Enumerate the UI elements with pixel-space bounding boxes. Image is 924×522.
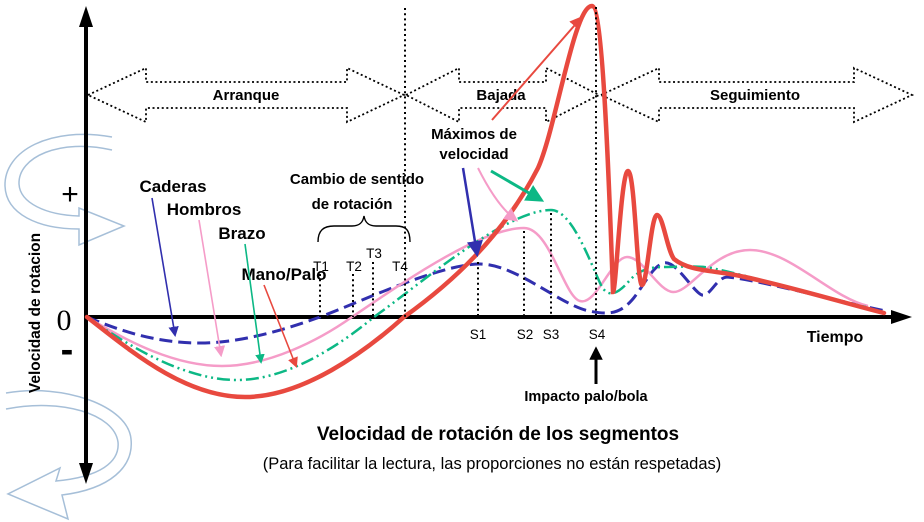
x-axis-arrowhead-icon (891, 310, 912, 324)
maximos-arrow-brazo (490, 169, 545, 202)
chart-subtitle: (Para facilitar la lectura, las proporci… (263, 455, 722, 473)
curve-mano-palo (84, 3, 887, 400)
t2-marker-label: T2 (346, 259, 362, 274)
curve-brazo (86, 208, 867, 382)
annotation-cambio-line2: de rotación (312, 196, 393, 213)
maximos-arrow-caderas (461, 167, 483, 258)
curve-caderas (86, 261, 887, 345)
minus-sign: - (61, 329, 74, 371)
legend-label-brazo: Brazo (218, 224, 265, 243)
phase-arrow-seguimiento (598, 66, 915, 124)
origin-label: 0 (57, 304, 72, 337)
s3-marker-label: S3 (543, 327, 560, 342)
maximos-arrow-hombros (477, 167, 519, 222)
phase-label-bajada: Bajada (476, 87, 526, 104)
t3-marker-label: T3 (366, 246, 382, 261)
plus-sign: + (61, 178, 79, 211)
legend-label-caderas: Caderas (139, 177, 206, 196)
t1-marker-label: T1 (313, 259, 329, 274)
y-axis-down-arrowhead-icon (79, 463, 93, 484)
s1-marker-label: S1 (470, 327, 487, 342)
annotation-maximos-line2: velocidad (439, 146, 508, 163)
s2-marker-label: S2 (517, 327, 534, 342)
x-axis-label: Tiempo (807, 329, 864, 346)
s4-marker-label: S4 (589, 327, 606, 342)
leader-arrow-mano-palo (263, 284, 298, 368)
phase-label-seguimiento: Seguimiento (710, 87, 800, 104)
y-axis-up-arrowhead-icon (79, 6, 93, 27)
brace-cambio-icon (317, 215, 411, 243)
annotation-cambio-line1: Cambio de sentido (290, 171, 424, 188)
legend-label-hombros: Hombros (167, 200, 242, 219)
annotation-maximos-line1: Máximos de (431, 126, 517, 143)
y-axis-label: Velocidad de rotacion (27, 233, 44, 393)
phase-arrow-arranque (85, 66, 407, 124)
rotation-ribbon-bottom-icon (5, 389, 132, 521)
leader-arrow-caderas (151, 197, 179, 338)
impact-label: Impacto palo/bola (524, 389, 648, 405)
rotation-ribbon-top-icon (4, 133, 126, 247)
curve-hombros (86, 226, 869, 368)
maximos-arrow-mano-palo (491, 16, 583, 121)
t4-marker-label: T4 (392, 259, 408, 274)
legend-label-mano-palo: Mano/Palo (241, 265, 326, 284)
phase-label-arranque: Arranque (213, 87, 280, 104)
leader-arrow-brazo (244, 243, 265, 364)
leader-arrow-hombros (198, 219, 226, 358)
chart-title: Velocidad de rotación de los segmentos (317, 424, 679, 445)
